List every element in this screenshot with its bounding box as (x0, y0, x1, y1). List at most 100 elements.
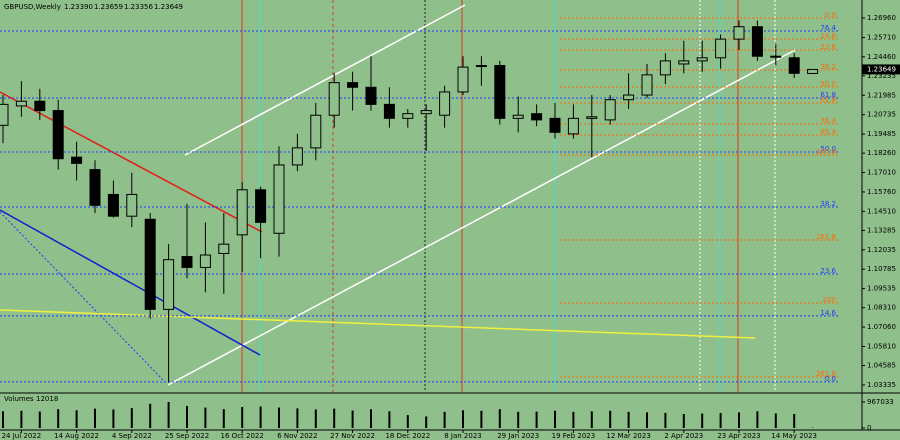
y-tick-label: 1.25710 (867, 33, 896, 41)
candle-body (678, 60, 690, 65)
x-tick-label: 25 Sep 2022 (165, 432, 209, 440)
fib-label: 38.2 (820, 200, 836, 208)
candle-body (420, 110, 432, 115)
candle-body (807, 68, 819, 74)
candle-body (291, 147, 303, 166)
fib-label: 61.8 (820, 91, 836, 99)
fib-label: 161.8 (816, 233, 836, 241)
candle-body (163, 259, 175, 310)
drawings (0, 0, 796, 392)
y-tick-label: 1.18260 (867, 149, 896, 157)
y-tick-label: 1.15760 (867, 188, 896, 196)
y-tick-label: 1.10785 (867, 265, 896, 273)
header-value: 1.23356 (124, 3, 153, 11)
candle-body (733, 26, 745, 40)
y-tick-label: 1.04585 (867, 362, 896, 370)
candle-body (347, 82, 359, 88)
candle-body (549, 117, 561, 133)
fib-label: 61.8 (820, 96, 836, 104)
fib-label: 14.6 (820, 309, 836, 317)
candle-body (751, 26, 763, 57)
candle-body (604, 99, 616, 121)
y-tick-label: 1.24460 (867, 53, 896, 61)
x-tick-label: 12 Mar 2023 (606, 432, 650, 440)
fib-label: 100.0 (816, 148, 836, 156)
candle-body (402, 113, 414, 119)
candle-body (641, 74, 653, 96)
fib-label: 85.4 (820, 128, 836, 136)
fib-label: 23.6 (820, 267, 836, 275)
y-tick-label: 1.20735 (867, 111, 896, 119)
candle-body (365, 86, 377, 105)
candle-body (512, 114, 524, 119)
y-tick-label: 1.12035 (867, 246, 896, 254)
candle-body (475, 65, 487, 68)
y-tick-label: 1.21985 (867, 91, 896, 99)
trend-line (0, 309, 756, 339)
trend-line (0, 209, 261, 356)
candle-body (715, 38, 727, 59)
y-tick-label: 1.05810 (867, 342, 896, 350)
candle-body (15, 100, 27, 107)
candle-body (770, 55, 782, 58)
x-tick-label: 8 Jan 2023 (444, 432, 482, 440)
candle-body (696, 57, 708, 62)
candle-body (144, 218, 156, 310)
candle-body (52, 110, 64, 160)
candle-body (255, 189, 267, 223)
candle-body (531, 113, 543, 121)
candle-body (788, 57, 800, 74)
y-tick-label: 1.07060 (867, 323, 896, 331)
fib-label: 261.8 (816, 370, 836, 378)
candle-body (199, 254, 211, 268)
candle-body (71, 156, 83, 164)
volume-last: 12018 (36, 395, 58, 403)
candle-body (494, 65, 506, 119)
fib-label: 50.0 (820, 80, 836, 88)
trend-channel (167, 49, 796, 386)
x-tick-label: 27 Nov 2022 (330, 432, 375, 440)
candle-body (181, 256, 193, 268)
candle-body (0, 103, 9, 126)
x-tick-label: 6 Nov 2022 (277, 432, 317, 440)
fib-label: 38.2 (820, 63, 836, 71)
trend-channel (184, 4, 466, 156)
candle-body (328, 82, 340, 116)
fib-label: 14.6 (820, 32, 836, 40)
candle-body (273, 164, 285, 234)
x-tick-label: 19 Feb 2023 (552, 432, 596, 440)
x-tick-label: 29 Jan 2023 (497, 432, 539, 440)
y-tick-label: 1.17010 (867, 169, 896, 177)
last-price-box (862, 64, 900, 75)
candle-body (623, 94, 635, 101)
y-tick-label: 1.03335 (867, 381, 896, 389)
candle-body (126, 193, 138, 217)
x-tick-label: 14 Aug 2022 (54, 432, 99, 440)
x-tick-label: 16 Oct 2022 (221, 432, 264, 440)
volume-title: Volumes (4, 395, 34, 403)
candle-body (34, 100, 46, 112)
x-tick-label: 24 Jul 2022 (2, 432, 42, 440)
fib-label: 76.4 (820, 117, 836, 125)
candle-body (567, 117, 579, 135)
trend-line (0, 91, 263, 233)
candle-body (586, 116, 598, 119)
fib-label: 0.0 (825, 375, 836, 383)
candle-body (383, 103, 395, 119)
x-tick-label: 18 Dec 2022 (385, 432, 430, 440)
fib-label: 0.0 (825, 11, 836, 19)
candle-body (89, 169, 101, 206)
candle-body (107, 193, 119, 217)
candle-body (659, 60, 671, 76)
x-tick-label: 14 May 2023 (771, 432, 817, 440)
candle-body (236, 189, 248, 236)
candle-body (218, 243, 230, 254)
x-tick-label: 2 Apr 2023 (664, 432, 703, 440)
fib-label: 23.6 (820, 43, 836, 51)
y-tick-label: 1.08310 (867, 304, 896, 312)
candle-body (439, 91, 451, 116)
y-tick-label: 1.26960 (867, 14, 896, 22)
y-tick-label: 1.13285 (867, 226, 896, 234)
